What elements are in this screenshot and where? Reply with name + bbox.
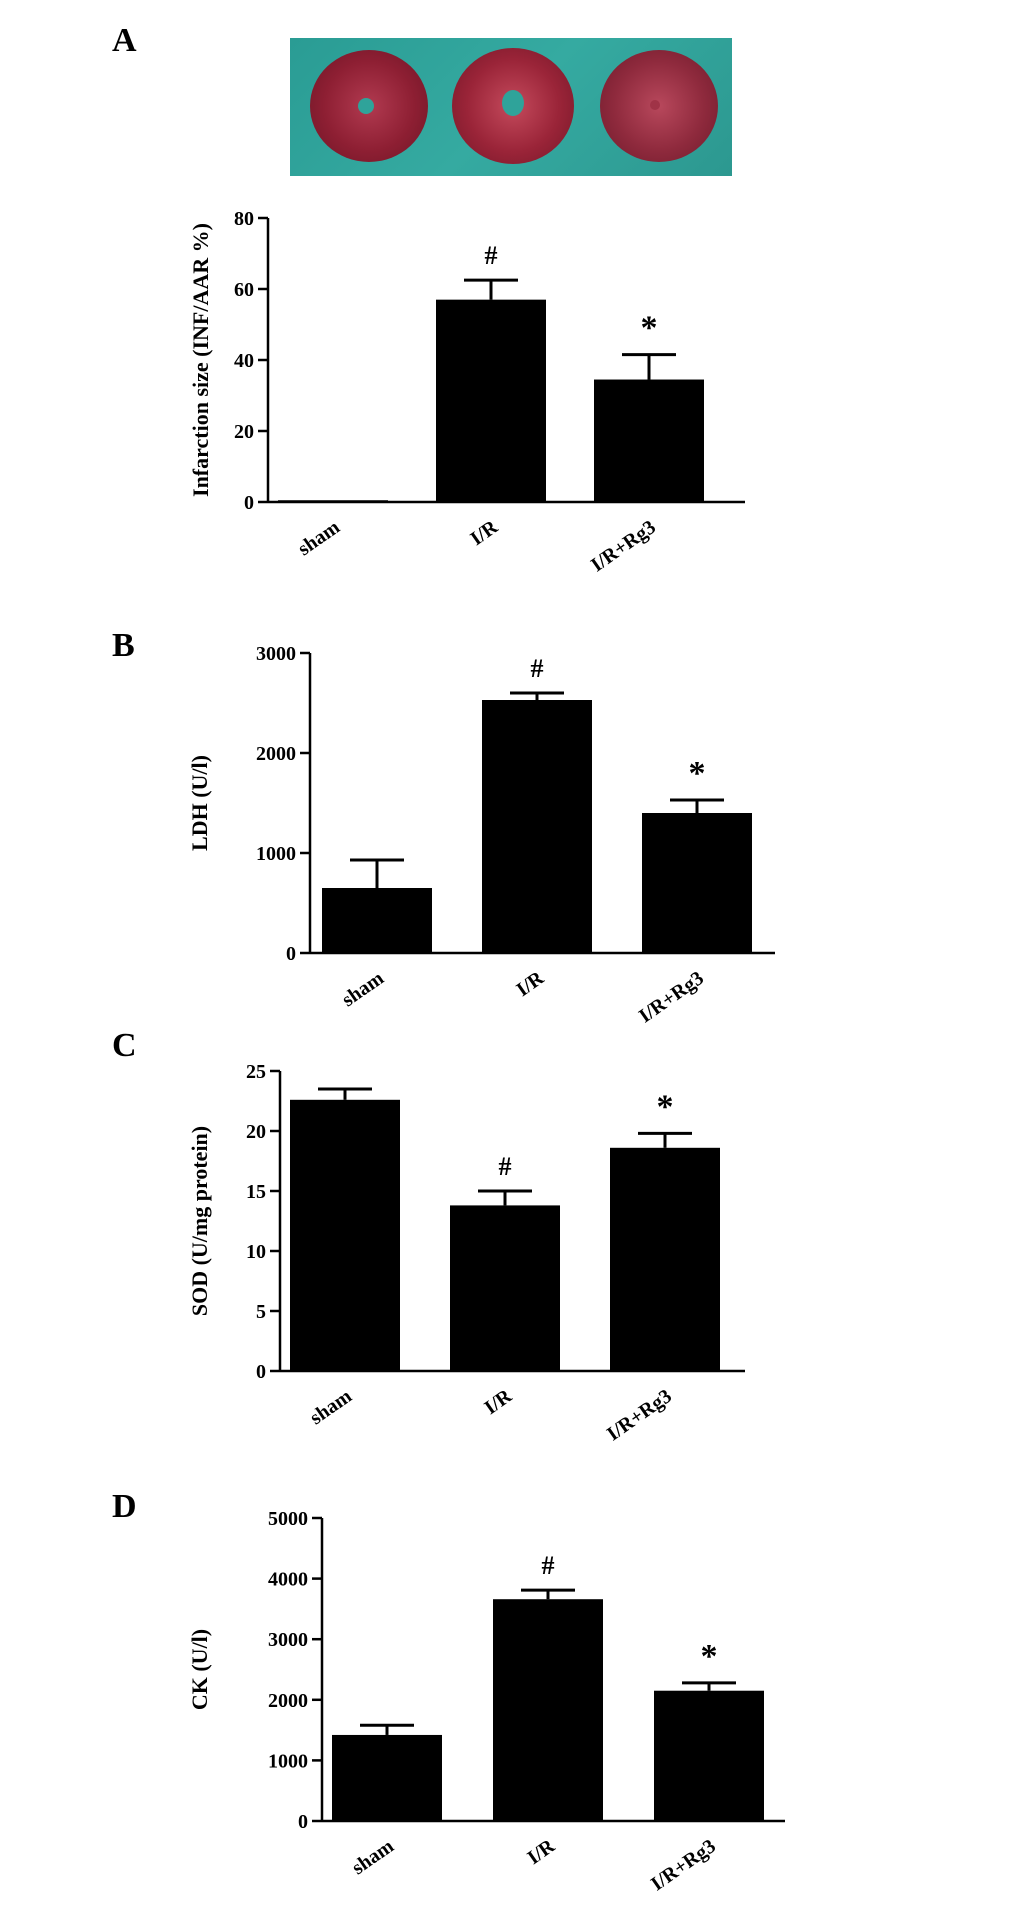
x-tick-label: sham [348, 1835, 398, 1879]
heart-slice-sham [310, 50, 428, 162]
bar-sham [332, 1734, 442, 1821]
chart-d-ck: 0 1000 2000 3000 4000 5000 CK (U/l) sham # I/R * I/… [187, 1508, 785, 1895]
bar-i-r-rg3 [594, 379, 704, 502]
bar-i-r [450, 1205, 560, 1371]
x-tick-label: I/R [512, 967, 548, 1001]
significance-marker: # [531, 654, 544, 683]
bar-i-r-rg3 [642, 813, 752, 953]
y-axis-label: LDH (U/l) [187, 755, 212, 851]
significance-marker: * [701, 1638, 718, 1675]
y-tick-label: 40 [234, 350, 254, 372]
significance-marker: # [499, 1152, 512, 1181]
panel-letter-d: D [112, 1488, 137, 1525]
y-tick-label: 5000 [268, 1508, 308, 1530]
y-tick-label: 5 [256, 1301, 266, 1323]
y-tick-label: 0 [244, 492, 254, 514]
panel-letter-c: C [112, 1027, 137, 1064]
chart-c-sod: 0 5 10 15 20 25 SOD (U/mg protein) sham # I/R * I/R… [187, 1061, 745, 1445]
y-tick-label: 0 [286, 943, 296, 965]
x-tick-label: I/R+Rg3 [587, 516, 660, 576]
bar-i-r-rg3 [654, 1690, 764, 1821]
significance-marker: # [542, 1551, 555, 1580]
bar-i-r [436, 299, 546, 502]
y-axis-label: Infarction size (INF/AAR %) [188, 223, 213, 497]
y-tick-label: 3000 [256, 643, 296, 665]
x-tick-label: I/R+Rg3 [635, 967, 708, 1027]
y-tick-label: 20 [234, 421, 254, 443]
y-axis-label: SOD (U/mg protein) [187, 1126, 212, 1316]
heart-slices-photo [290, 38, 732, 176]
heart-slice-ir [452, 48, 574, 164]
chart-a-infarction-size: 0 20 40 60 80 Infarction size (INF/AAR %) sham… [188, 208, 745, 576]
significance-marker: * [641, 310, 658, 347]
y-tick-label: 10 [246, 1241, 266, 1263]
panel-letter-b: B [112, 627, 135, 664]
y-tick-label: 0 [256, 1361, 266, 1383]
y-tick-label: 4000 [268, 1569, 308, 1591]
x-tick-label: I/R [523, 1835, 559, 1869]
x-tick-label: sham [306, 1385, 356, 1429]
y-tick-label: 2000 [268, 1690, 308, 1712]
bar-sham [322, 888, 432, 953]
y-tick-label: 3000 [268, 1629, 308, 1651]
y-tick-label: 1000 [268, 1750, 308, 1772]
bar-i-r [482, 700, 592, 953]
y-tick-label: 15 [246, 1181, 266, 1203]
significance-marker: # [485, 241, 498, 270]
y-tick-label: 20 [246, 1121, 266, 1143]
bar-i-r [493, 1599, 603, 1821]
panel-letter-a: A [112, 22, 137, 59]
bar-i-r-rg3 [610, 1147, 720, 1371]
significance-marker: * [657, 1088, 674, 1125]
y-tick-label: 60 [234, 279, 254, 301]
y-tick-label: 1000 [256, 843, 296, 865]
x-tick-label: I/R [466, 516, 502, 550]
y-tick-label: 25 [246, 1061, 266, 1083]
x-tick-label: sham [338, 967, 388, 1011]
x-tick-label: I/R+Rg3 [603, 1385, 676, 1445]
x-tick-label: I/R+Rg3 [647, 1835, 720, 1895]
y-axis-label: CK (U/l) [187, 1629, 212, 1710]
significance-marker: * [689, 755, 706, 792]
y-tick-label: 2000 [256, 743, 296, 765]
y-tick-label: 80 [234, 208, 254, 230]
x-tick-label: sham [294, 516, 344, 560]
y-tick-label: 0 [298, 1811, 308, 1833]
bar-sham [278, 500, 388, 502]
heart-slice-ir-rg3 [600, 50, 718, 162]
bar-sham [290, 1099, 400, 1371]
x-tick-label: I/R [480, 1385, 516, 1419]
chart-b-ldh: 0 1000 2000 3000 LDH (U/l) sham # I/R * I/R+Rg3 [187, 643, 775, 1027]
